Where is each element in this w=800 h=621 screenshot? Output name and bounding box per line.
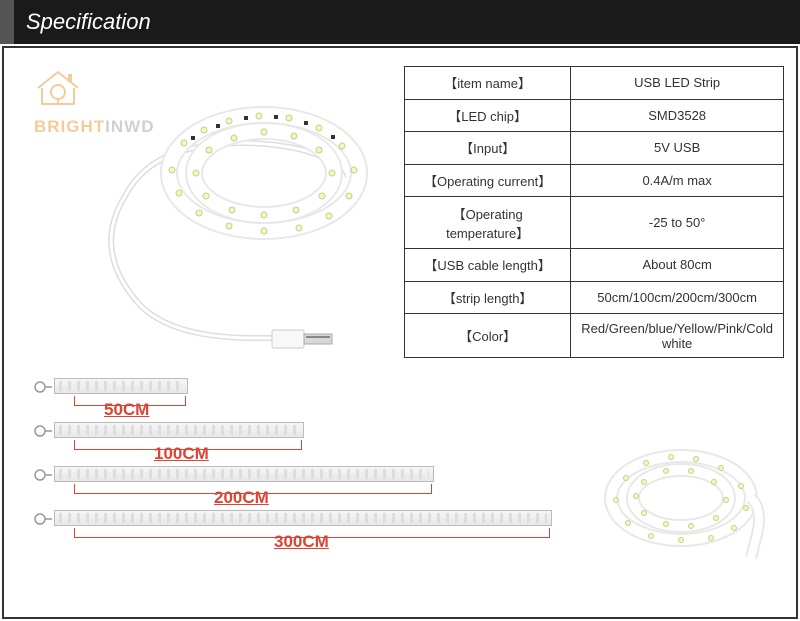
table-row: 【LED chip】SMD3528 <box>405 99 784 132</box>
length-row: 50CM <box>34 378 786 422</box>
table-row: 【item name】USB LED Strip <box>405 67 784 100</box>
header-stripe <box>0 0 14 44</box>
connector-icon <box>34 510 52 528</box>
led-strip-bar <box>54 466 434 482</box>
connector-icon <box>34 378 52 396</box>
table-row: 【Operating current】0.4A/m max <box>405 164 784 197</box>
table-row: 【Operating temperature】-25 to 50° <box>405 197 784 249</box>
spec-header: Specification <box>0 0 800 44</box>
length-label: 50CM <box>104 400 149 420</box>
lengths-diagram: 50CM 100CM 200CM 300CM <box>14 378 786 598</box>
length-label: 300CM <box>274 532 329 552</box>
led-strip-bar <box>54 378 188 394</box>
spec-table: 【item name】USB LED Strip 【LED chip】SMD35… <box>404 66 784 358</box>
product-image-area: BRIGHTINWD <box>14 58 394 358</box>
connector-icon <box>34 466 52 484</box>
content-panel: BRIGHTINWD <box>2 46 798 619</box>
product-illustration <box>34 88 394 358</box>
length-label: 200CM <box>214 488 269 508</box>
header-title: Specification <box>18 9 151 35</box>
table-row: 【USB cable length】About 80cm <box>405 249 784 282</box>
coil-thumbnail <box>596 438 766 568</box>
connector-icon <box>34 422 52 440</box>
table-row: 【Input】5V USB <box>405 132 784 165</box>
length-label: 100CM <box>154 444 209 464</box>
led-strip-bar <box>54 422 304 438</box>
top-section: BRIGHTINWD <box>14 58 786 358</box>
table-row: 【Color】Red/Green/blue/Yellow/Pink/Cold w… <box>405 314 784 358</box>
led-strip-bar <box>54 510 552 526</box>
table-row: 【strip length】50cm/100cm/200cm/300cm <box>405 281 784 314</box>
